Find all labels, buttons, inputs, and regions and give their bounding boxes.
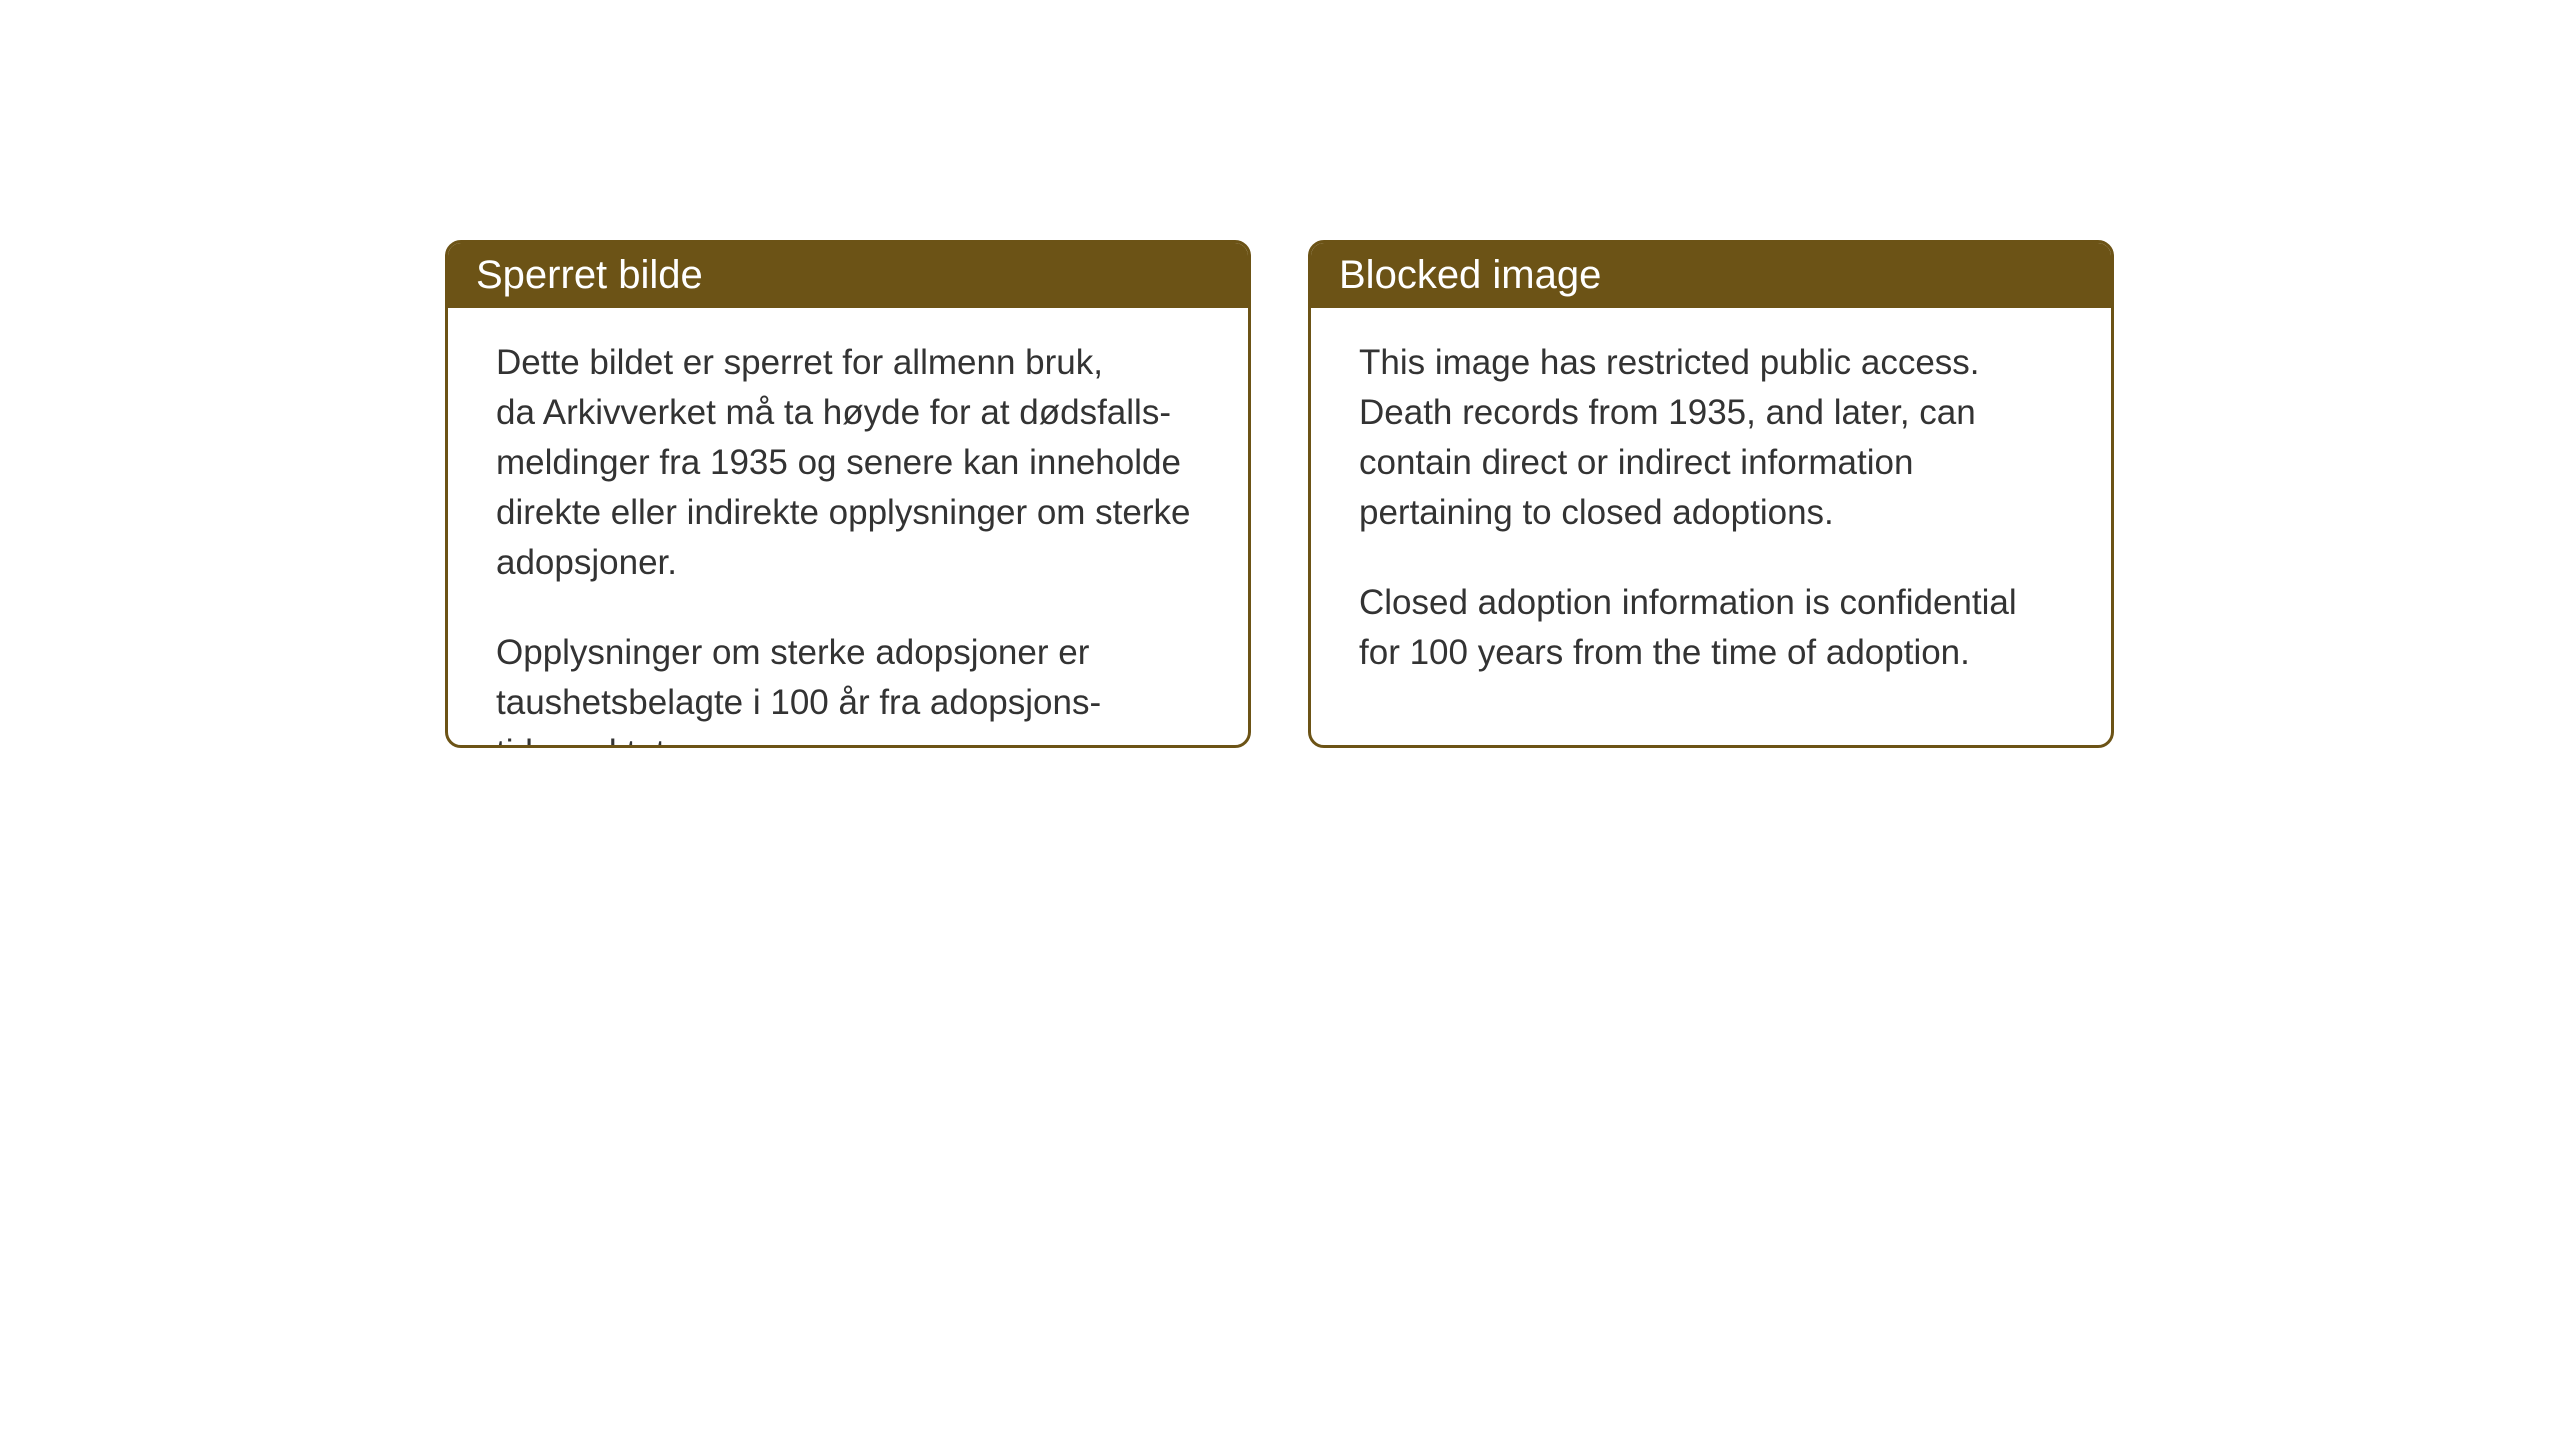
- panel-english-title: Blocked image: [1339, 253, 1601, 297]
- panel-norwegian-para2: Opplysninger om sterke adopsjoner er tau…: [496, 628, 1200, 748]
- panel-norwegian-body: Dette bildet er sperret for allmenn bruk…: [448, 308, 1248, 748]
- panel-english-header: Blocked image: [1311, 243, 2111, 308]
- panel-english-para2: Closed adoption information is confident…: [1359, 578, 2063, 678]
- panel-english-para1: This image has restricted public access.…: [1359, 338, 2063, 538]
- panel-english-body: This image has restricted public access.…: [1311, 308, 2111, 708]
- panel-english: Blocked image This image has restricted …: [1308, 240, 2114, 748]
- panel-norwegian-header: Sperret bilde: [448, 243, 1248, 308]
- panels-container: Sperret bilde Dette bildet er sperret fo…: [445, 240, 2114, 748]
- panel-norwegian-title: Sperret bilde: [476, 253, 703, 297]
- panel-norwegian: Sperret bilde Dette bildet er sperret fo…: [445, 240, 1251, 748]
- panel-norwegian-para1: Dette bildet er sperret for allmenn bruk…: [496, 338, 1200, 588]
